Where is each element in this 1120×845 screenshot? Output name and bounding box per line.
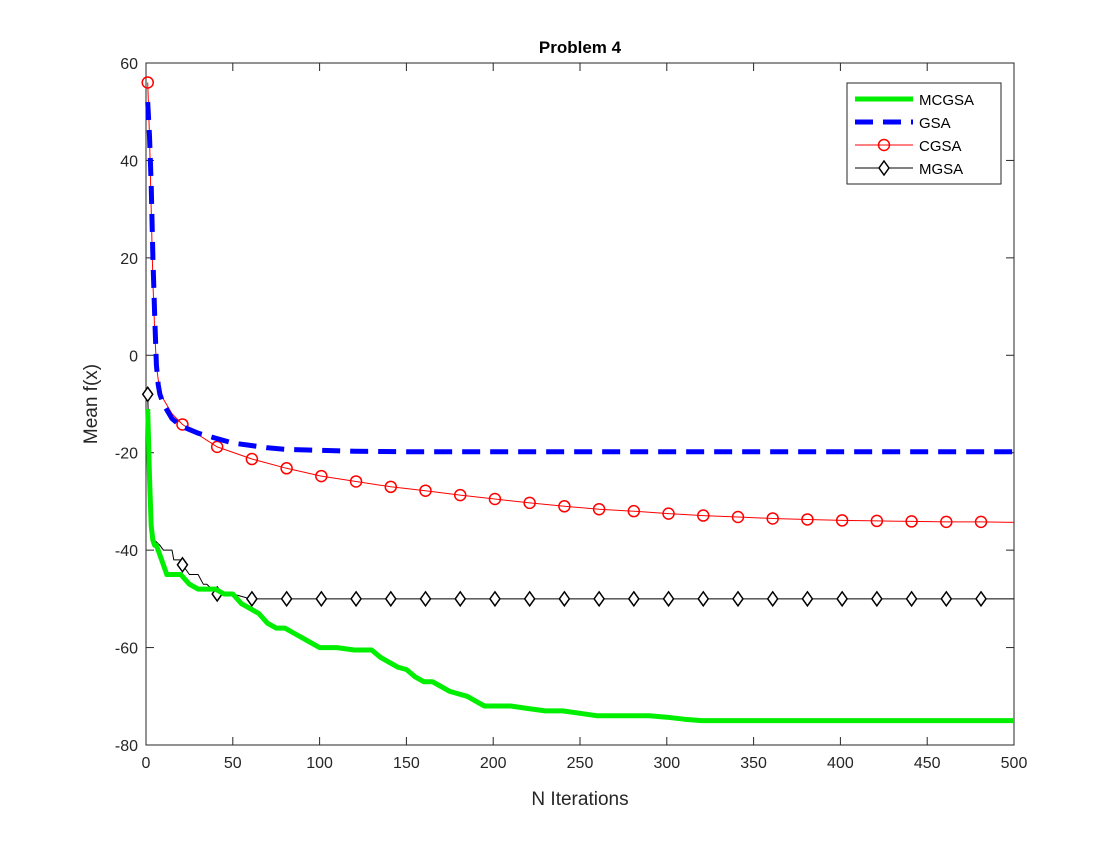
data-point-mgsa: [905, 590, 918, 608]
data-point-cgsa: [245, 452, 259, 466]
data-point-mgsa: [350, 590, 362, 608]
x-tick-label: 300: [653, 755, 680, 772]
legend-item-mgsa: MGSA: [855, 159, 963, 178]
data-point-cgsa: [801, 513, 814, 526]
data-point-mgsa: [836, 590, 849, 608]
data-point-mgsa: [245, 590, 258, 608]
data-point-cgsa: [835, 514, 849, 527]
y-tick-label: 60: [120, 56, 138, 73]
series-line-cgsa: [147, 82, 1015, 523]
data-point-cgsa: [905, 515, 918, 528]
x-tick-label: 150: [393, 755, 420, 772]
x-tick-label: 450: [914, 755, 941, 772]
series-cgsa: [141, 76, 1015, 529]
y-tick-label: 20: [120, 251, 138, 268]
data-point-cgsa: [766, 512, 779, 525]
data-point-mgsa: [627, 590, 640, 608]
x-tick-label: 50: [224, 755, 242, 772]
legend-marker: [878, 159, 890, 177]
data-point-mgsa: [141, 385, 154, 403]
chart-title: Problem 4: [539, 38, 622, 57]
data-point-cgsa: [592, 502, 606, 516]
x-axis-label: N Iterations: [531, 789, 628, 810]
data-point-mgsa: [662, 590, 675, 608]
x-axis: 0 50 100 150 200 250 300 350 400 450 500: [142, 63, 1028, 772]
data-point-mgsa: [558, 590, 571, 608]
data-point-mgsa: [176, 556, 189, 574]
data-point-mgsa: [697, 590, 710, 608]
x-tick-label: 200: [480, 755, 507, 772]
legend-item-mcgsa: MCGSA: [855, 92, 974, 109]
data-point-mgsa: [870, 590, 883, 608]
data-point-mgsa: [280, 590, 293, 608]
legend-label: GSA: [919, 115, 951, 132]
legend: MCGSA GSA CGSA MGSA: [846, 82, 1002, 185]
data-point-mgsa: [384, 590, 397, 608]
series-layer: [141, 76, 1015, 724]
data-point-cgsa: [176, 418, 189, 431]
data-point-mgsa: [454, 590, 467, 608]
legend-item-gsa: GSA: [855, 115, 951, 132]
x-tick-label: 250: [567, 755, 594, 772]
data-point-mgsa: [315, 590, 328, 608]
y-axis: -80 -60 -40 -20 0 20 40 60: [115, 56, 1014, 755]
data-point-cgsa: [280, 462, 293, 475]
y-tick-label: -40: [115, 543, 138, 560]
series-line-gsa: [145, 101, 1014, 455]
data-point-mgsa: [523, 590, 536, 608]
data-point-mgsa: [801, 590, 814, 608]
data-point-cgsa: [870, 514, 884, 528]
data-point-cgsa: [662, 507, 675, 520]
series-mgsa: [141, 385, 1014, 608]
data-point-mgsa: [593, 590, 606, 608]
legend-marker: [877, 138, 891, 152]
data-point-mgsa: [940, 590, 953, 608]
x-tick-label: 0: [142, 755, 151, 772]
x-tick-label: 100: [306, 755, 333, 772]
series-line-mcgsa: [145, 408, 1014, 724]
data-point-mgsa: [766, 590, 779, 608]
y-tick-label: -20: [115, 446, 138, 463]
data-point-cgsa: [974, 515, 988, 529]
y-tick-label: -80: [115, 738, 138, 755]
data-point-cgsa: [419, 484, 432, 497]
x-tick-label: 350: [740, 755, 767, 772]
data-point-cgsa: [523, 496, 536, 510]
series-line-mgsa: [147, 394, 1014, 600]
data-point-cgsa: [697, 509, 710, 522]
data-point-cgsa: [731, 510, 745, 524]
x-tick-label: 500: [1001, 755, 1028, 772]
x-tick-label: 400: [827, 755, 854, 772]
data-point-cgsa: [210, 440, 224, 454]
data-point-mgsa: [419, 590, 432, 608]
data-point-mgsa: [489, 590, 501, 608]
series-gsa: [145, 101, 1014, 455]
series-mcgsa: [145, 408, 1014, 724]
data-point-cgsa: [315, 469, 328, 483]
data-point-cgsa: [940, 515, 953, 529]
data-point-cgsa: [558, 500, 571, 513]
y-tick-label: 0: [129, 348, 138, 365]
data-point-cgsa: [349, 475, 363, 488]
data-point-cgsa: [384, 480, 398, 494]
legend-label: CGSA: [919, 138, 962, 155]
legend-item-cgsa: CGSA: [855, 138, 962, 155]
data-point-cgsa: [453, 488, 467, 502]
legend-label: MGSA: [919, 161, 963, 178]
data-point-cgsa: [488, 492, 502, 506]
y-axis-label: Mean f(x): [81, 364, 102, 444]
data-point-mgsa: [732, 590, 744, 608]
data-point-cgsa: [141, 76, 154, 89]
y-tick-label: 40: [120, 153, 138, 170]
legend-label: MCGSA: [919, 92, 974, 109]
data-point-cgsa: [627, 504, 641, 518]
data-point-mgsa: [975, 590, 987, 608]
y-tick-label: -60: [115, 641, 138, 658]
